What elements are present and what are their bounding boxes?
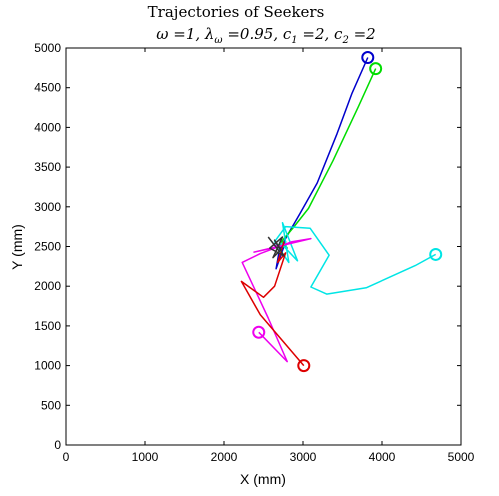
chart-subtitle: ω =1, λω =0.95, c1 =2, c2 =2 [156, 25, 375, 46]
trajectory-line-1 [275, 57, 369, 270]
subtitle-part-1: ω =1, λ [156, 25, 214, 43]
start-marker-1 [361, 51, 375, 65]
y-tick-label: 0 [54, 438, 61, 452]
x-axis-label: X (mm) [240, 471, 286, 487]
start-marker-4 [252, 325, 266, 339]
x-tick-label: 0 [63, 450, 70, 464]
start-marker-2 [369, 62, 383, 76]
subtitle-sub-2: 1 [291, 35, 297, 46]
y-axis: 0 500 1000 1500 2000 2500 3000 3500 4000 4500 5000 [34, 41, 461, 452]
x-tick-label: 1000 [132, 450, 159, 464]
y-axis-label: Y (mm) [9, 224, 25, 270]
trajectory-line-5 [240, 241, 305, 367]
y-tick-label: 5000 [34, 41, 61, 55]
subtitle-sub-1: ω [214, 35, 222, 46]
trajectory-line-3 [273, 221, 437, 295]
subtitle-part-3: =2, c [298, 25, 343, 43]
trajectories [240, 51, 443, 373]
subtitle-sub-3: 2 [341, 35, 348, 46]
x-tick-label: 2000 [211, 450, 238, 464]
trajectory-line-6 [267, 236, 285, 259]
subtitle-part-2: =0.95, c [223, 25, 292, 43]
y-tick-label: 500 [41, 398, 61, 412]
chart-title: Trajectories of Seekers [148, 3, 325, 21]
y-tick-label: 1000 [34, 359, 61, 373]
y-tick-label: 3500 [34, 160, 61, 174]
x-tick-label: 3000 [290, 450, 317, 464]
x-tick-label: 5000 [448, 450, 475, 464]
start-marker-3 [429, 247, 443, 261]
subtitle-part-4: =2 [349, 25, 376, 43]
y-tick-label: 2000 [34, 279, 61, 293]
y-tick-label: 1500 [34, 319, 61, 333]
start-marker-5 [297, 359, 311, 373]
y-tick-label: 3000 [34, 200, 61, 214]
y-tick-label: 4000 [34, 120, 61, 134]
y-tick-label: 4500 [34, 81, 61, 95]
x-axis: 0 1000 2000 3000 4000 5000 [63, 48, 475, 464]
x-tick-label: 4000 [369, 450, 396, 464]
plot-frame [65, 47, 462, 446]
y-tick-label: 2500 [34, 240, 61, 254]
